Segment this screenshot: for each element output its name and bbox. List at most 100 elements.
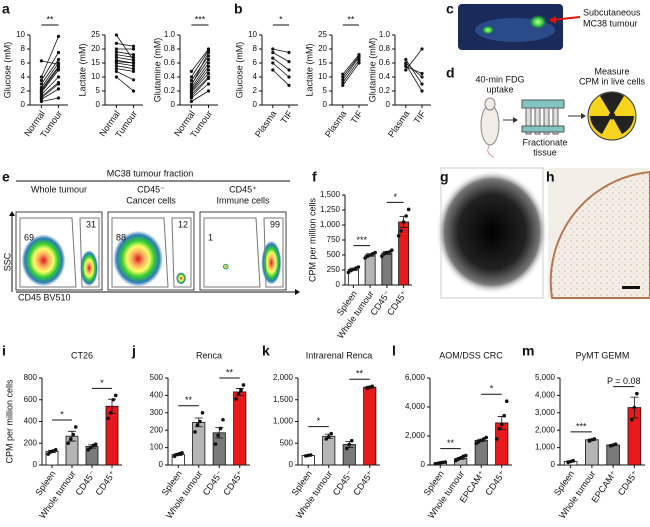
y-tick-label: 0.8	[164, 44, 176, 53]
data-point	[114, 67, 118, 71]
data-point	[356, 265, 361, 269]
pair-line	[116, 65, 134, 69]
data-point	[404, 57, 408, 62]
data-point	[195, 423, 200, 427]
data-point	[172, 454, 177, 459]
density-cloud	[261, 240, 282, 285]
step-label: uptake	[486, 84, 513, 94]
data-point	[341, 83, 345, 87]
tube	[525, 107, 532, 135]
density-cloud	[21, 234, 66, 287]
data-point	[420, 82, 424, 86]
data-point	[463, 453, 468, 458]
data-point	[189, 69, 193, 73]
y-tick-label: 0	[336, 280, 341, 289]
data-point	[71, 432, 76, 437]
data-point	[39, 75, 44, 79]
mouse-tail	[487, 144, 495, 158]
data-point	[113, 393, 118, 398]
gate-percent: 99	[270, 219, 280, 229]
pair-line	[272, 52, 290, 62]
x-tick-label: TIF	[412, 108, 428, 125]
gate	[19, 217, 77, 288]
y-tick-label: 5	[323, 86, 328, 95]
y-tick-label: 25	[318, 30, 327, 39]
y-tick-label: 0	[21, 100, 26, 109]
pair-line	[116, 34, 134, 61]
gate-percent: 31	[86, 219, 96, 229]
gate-percent: 1	[208, 232, 213, 242]
data-point	[234, 397, 238, 401]
y-tick-label: 1,500	[273, 395, 294, 404]
chart-title: AOM/DSS CRC	[439, 350, 503, 360]
data-point	[131, 67, 136, 71]
y-tick-label: 1.0	[379, 30, 391, 39]
y-tick-label: 15	[91, 58, 100, 67]
data-point	[341, 72, 345, 76]
panel-letter: f	[312, 169, 317, 185]
y-tick-label: 6	[21, 58, 26, 67]
data-point	[108, 411, 113, 415]
x-tick-label: Plasma	[253, 109, 278, 139]
y-tick-label: 0	[253, 100, 258, 109]
y-tick-label: 250	[327, 265, 341, 274]
data-point	[131, 53, 136, 57]
panel-letter: g	[440, 169, 449, 185]
tube	[543, 107, 550, 135]
data-point	[206, 50, 211, 55]
data-point	[504, 399, 509, 404]
x-tick-label: Plasma	[323, 109, 348, 139]
data-point	[131, 58, 136, 62]
data-point	[131, 47, 136, 51]
data-point	[206, 57, 211, 62]
y-tick-label: 200	[150, 425, 164, 434]
data-point	[131, 44, 136, 48]
data-point	[571, 458, 575, 463]
y-tick-label: 0.6	[164, 58, 176, 67]
data-point	[131, 69, 136, 73]
pair-line	[191, 50, 209, 78]
data-point	[56, 62, 61, 66]
data-point	[206, 75, 211, 79]
x-tick-label: CD45⁻	[201, 469, 225, 498]
data-point	[56, 34, 61, 39]
data-point	[88, 445, 93, 450]
pair-line	[191, 48, 209, 72]
data-point	[56, 81, 61, 85]
data-point	[349, 438, 354, 443]
x-tick-label: CD45⁺	[221, 469, 245, 498]
data-point	[592, 437, 597, 441]
data-point	[46, 452, 51, 456]
data-point	[502, 413, 507, 418]
significance-label: *	[100, 378, 104, 388]
data-point	[56, 87, 61, 91]
y-axis-label: Glutamine (mM)	[367, 38, 377, 103]
data-point	[499, 422, 504, 427]
significance-label: **	[46, 14, 54, 24]
bar	[105, 405, 119, 466]
y-tick-label: 4	[253, 72, 258, 81]
x-tick-label: CD45⁺	[93, 469, 117, 498]
data-point	[271, 68, 275, 72]
y-tick-label: 400	[150, 391, 164, 400]
pair-line	[41, 82, 59, 97]
tube-rack	[521, 125, 565, 133]
y-tick-label: 500	[280, 438, 294, 447]
pair-line	[116, 54, 134, 58]
data-point	[404, 68, 408, 72]
pair-line	[272, 62, 290, 78]
y-axis-label: Glucose (mM)	[2, 42, 12, 99]
y-tick-label: 0	[421, 460, 426, 469]
data-point	[308, 453, 313, 457]
pair-line	[116, 43, 134, 47]
x-tick-label: CD45⁺	[616, 469, 640, 498]
y-tick-label: 200	[24, 438, 38, 447]
pair-line	[191, 76, 209, 95]
significance-label: *	[317, 416, 321, 426]
data-point	[56, 75, 61, 79]
y-tick-label: 750	[327, 235, 341, 244]
y-tick-label: 800	[24, 373, 38, 382]
y-tick-label: 500	[150, 373, 164, 382]
tube	[552, 107, 559, 135]
y-tick-label: 0	[551, 460, 556, 469]
